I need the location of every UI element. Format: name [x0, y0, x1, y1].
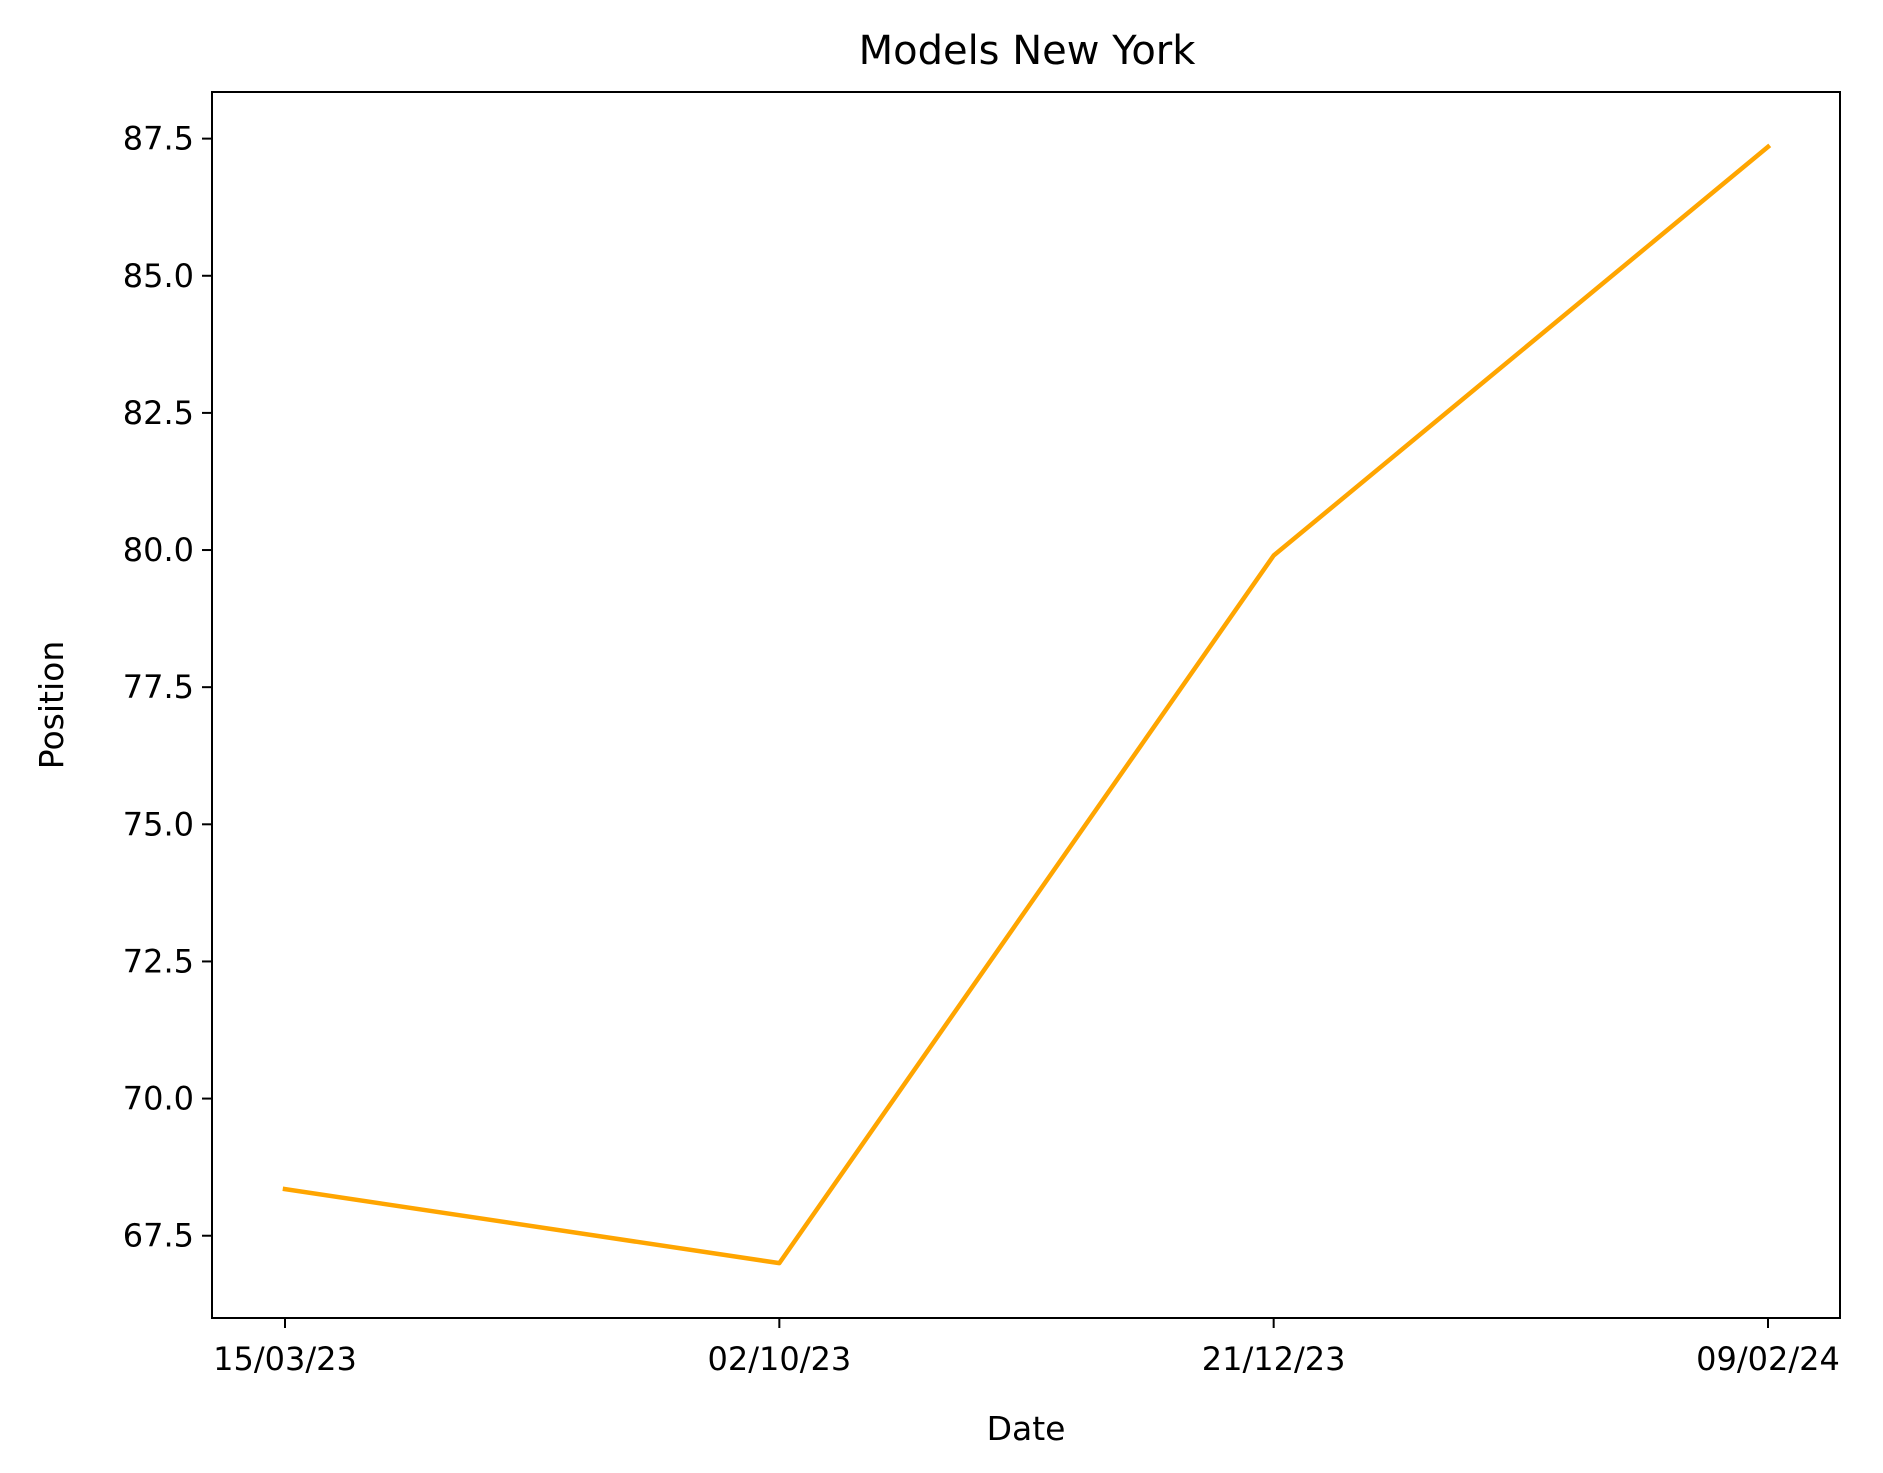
y-tick-label: 77.5: [123, 668, 194, 706]
x-tick-label: 21/12/23: [1202, 1340, 1346, 1378]
y-tick-label: 70.0: [123, 1080, 194, 1118]
y-tick-label: 67.5: [123, 1217, 194, 1255]
y-tick-label: 82.5: [123, 394, 194, 432]
y-tick-label: 72.5: [123, 942, 194, 980]
series-layer: [282, 143, 1772, 1266]
y-tick-label: 87.5: [123, 120, 194, 158]
y-tick-label: 80.0: [123, 531, 194, 569]
x-axis-label: Date: [987, 1409, 1066, 1448]
chart-title: Models New York: [859, 28, 1197, 74]
y-tick-label: 75.0: [123, 805, 194, 843]
y-tick-label: 85.0: [123, 257, 194, 295]
x-axis-ticks: 15/03/23 02/10/23 21/12/23 09/02/24: [213, 1318, 1840, 1378]
series-line: [282, 143, 1772, 1266]
x-tick-label: 02/10/23: [707, 1340, 851, 1378]
plot-frame: [211, 91, 1841, 1319]
x-tick-label: 09/02/24: [1696, 1340, 1840, 1378]
y-axis-label: Position: [32, 641, 71, 770]
x-tick-label: 15/03/23: [213, 1340, 357, 1378]
y-axis-ticks: 67.5 70.0 72.5 75.0 77.5 80.0 82.5 85.0 87.5: [123, 120, 212, 1255]
